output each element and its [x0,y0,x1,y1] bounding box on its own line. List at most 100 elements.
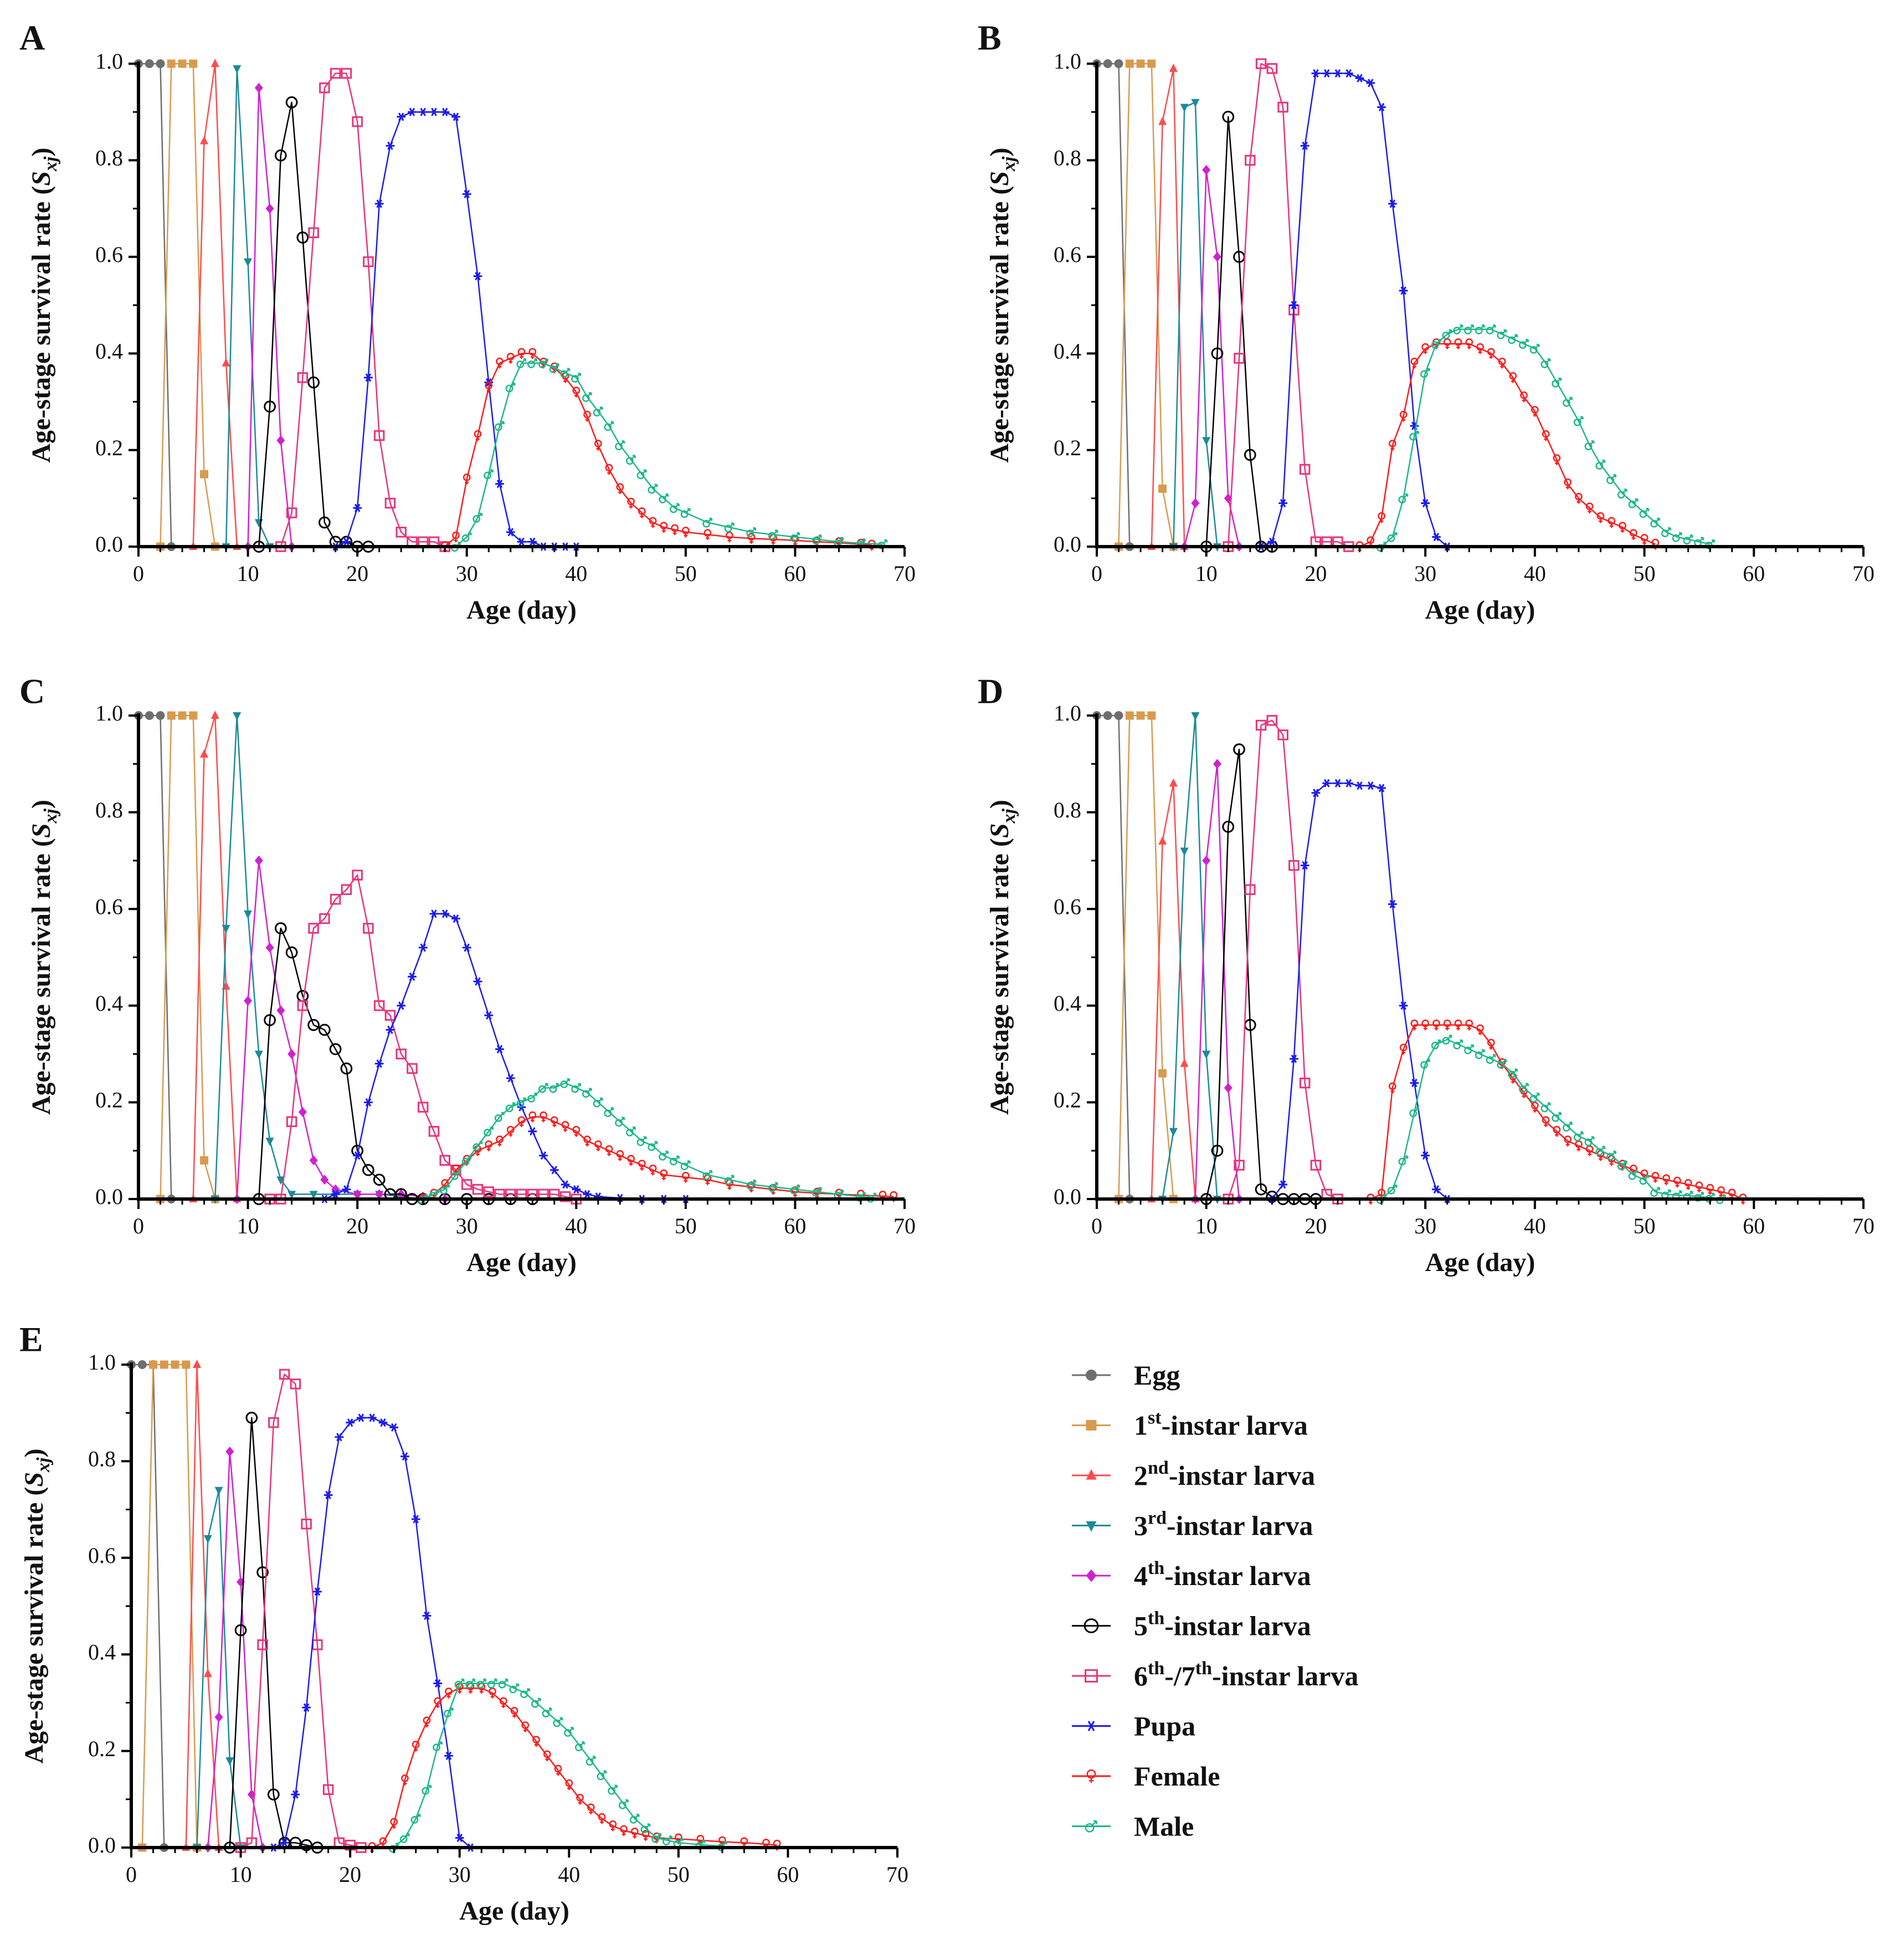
data-point-male [542,1707,552,1717]
legend-item-female: Female [1072,1761,1220,1792]
data-point-male [1398,493,1409,503]
data-point-l3 [1202,437,1211,446]
legend: Egg 1st-instar larva 2nd-instar larva 3rd-i… [1072,1360,1358,1842]
data-point-l1 [189,59,198,68]
panel-c: C 0 10 20 30 40 50 60 70 0.0 0.2 0.4 0.6 0.8 1.0 Age (d… [19,672,916,1277]
x-tick-label: 60 [1743,561,1765,586]
panel-e: E 0 10 20 30 40 50 60 70 0.0 0.2 0.4 0.6 0.8 1.0 Age (d… [19,1320,908,1926]
data-point-male [1420,368,1430,378]
data-point-pupa [1267,537,1277,546]
x-axis-title: Age (day) [1425,1248,1535,1277]
data-point-l6 [268,1417,279,1428]
x-axis-title: Age (day) [466,1248,577,1277]
x-tick-label: 30 [449,1862,471,1887]
data-point-pupa [539,1151,548,1160]
series-l1 [1115,711,1178,1203]
data-point-l6 [290,1378,301,1390]
data-point-l6 [286,1116,297,1128]
y-tick-label: 0.4 [1054,338,1081,363]
data-point-l6 [363,923,374,934]
data-point-female [1476,343,1484,354]
data-point-male [553,1717,563,1727]
data-point-l6 [373,430,385,441]
data-point-male [1540,1102,1551,1113]
data-point-pupa [312,1587,322,1596]
data-point-l2 [1158,836,1167,845]
data-point-male [1442,329,1452,339]
series-l1 [1115,59,1178,551]
data-point-l6 [559,1191,571,1202]
data-point-female [1564,478,1572,490]
data-point-female [510,1706,518,1718]
series-line-male [455,362,883,547]
series-pupa [320,909,690,1203]
data-point-female [1542,1116,1550,1128]
data-point-pupa [517,537,526,546]
data-point-egg [1103,711,1112,720]
y-tick-label: 0.6 [95,894,123,919]
data-point-l3 [276,1176,285,1185]
data-point-female [485,1140,493,1151]
data-point-male [1606,474,1617,485]
data-point-l1 [1125,711,1134,720]
data-point-male [440,1184,450,1195]
legend-marker-l6 [1085,1669,1098,1683]
x-tick-label: 40 [558,1862,580,1887]
legend-label: 3rd-instar larva [1134,1508,1313,1541]
data-point-pupa [331,1190,340,1198]
x-axis-title: Age (day) [459,1896,569,1926]
data-point-male [640,1823,651,1834]
data-point-pupa [1290,301,1298,310]
data-point-egg [1114,59,1123,68]
data-point-l6 [1299,1077,1311,1089]
data-point-pupa [408,972,417,981]
data-point-female [1399,410,1408,422]
data-point-pupa [1278,1180,1287,1189]
x-tick-label: 50 [675,561,697,586]
data-point-pupa [367,1413,377,1422]
series-line-egg [131,1364,165,1848]
data-point-l6 [341,884,352,896]
data-point-male [812,1187,822,1197]
data-point-l1 [178,59,187,68]
data-point-female [532,1736,540,1747]
data-point-female [528,1111,537,1123]
data-point-female [609,1820,617,1832]
data-point-l6 [1299,464,1311,475]
data-point-l6 [439,1155,450,1166]
data-point-male [746,527,757,537]
data-point-male [465,1678,476,1689]
x-axis-title: Age (day) [1425,595,1535,625]
data-point-l1 [1147,59,1156,68]
data-point-egg [1114,711,1123,720]
data-point-pupa [386,1025,395,1035]
data-point-male [461,1155,472,1166]
data-point-male [516,1097,527,1108]
data-point-male [597,1770,607,1781]
data-point-l5 [274,149,287,162]
data-point-male [422,1784,432,1795]
data-point-l2 [203,1669,212,1678]
y-axis-title: Age-stage survival rate (Sxj) [27,800,61,1115]
legend-marker-l3 [1086,1521,1097,1532]
data-point-l3 [244,258,253,267]
legend-item-l2: 2nd-instar larva [1072,1458,1315,1491]
series-line-female [1370,1024,1744,1200]
series-l6 [264,870,582,1205]
data-point-l6 [428,1126,440,1137]
data-point-male [1486,1054,1496,1064]
data-point-pupa [353,503,362,512]
data-point-pupa [1311,69,1321,78]
data-point-l1 [182,1360,191,1369]
legend-label: 6th-/7th-instar larva [1134,1658,1358,1691]
data-point-pupa [462,189,471,199]
data-point-l5 [307,376,320,389]
data-point-pupa [364,373,373,382]
data-point-egg [145,711,154,720]
x-tick-label: 20 [339,1862,361,1887]
data-point-l2 [210,711,219,719]
panel-b: B 0 10 20 30 40 50 60 70 0.0 0.2 0.4 0.6 0.8 1.0 Age (d… [978,18,1875,625]
data-point-pupa [572,1185,581,1194]
data-point-female [1629,529,1637,540]
data-point-female [1542,430,1550,441]
